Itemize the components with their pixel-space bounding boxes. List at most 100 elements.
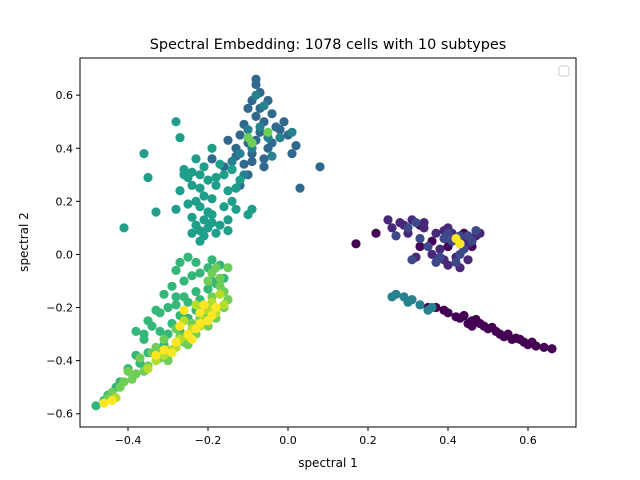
scatter-point-subtype-1 <box>487 322 497 332</box>
scatter-point-subtype-3 <box>471 226 481 236</box>
scatter-point-subtype-6 <box>207 143 217 153</box>
scatter-point-subtype-10 <box>151 350 161 360</box>
scatter-point-subtype-6 <box>187 228 197 238</box>
scatter-point-subtype-6 <box>207 210 217 220</box>
scatter-point-subtype-1 <box>351 239 361 249</box>
scatter-point-subtype-6 <box>175 133 185 143</box>
scatter-point-subtype-10 <box>451 233 461 244</box>
scatter-point-subtype-4 <box>291 141 301 151</box>
scatter-point-subtype-9 <box>143 364 153 374</box>
scatter-point-subtype-8 <box>263 127 273 137</box>
y-tick-label: −0.4 <box>46 355 73 368</box>
scatter-point-subtype-3 <box>463 231 473 241</box>
scatter-point-subtype-6 <box>179 170 189 180</box>
scatter-point-subtype-6 <box>171 117 181 127</box>
scatter-point-subtype-6 <box>143 172 153 183</box>
scatter-point-subtype-9 <box>191 300 201 310</box>
scatter-point-subtype-2 <box>431 228 441 238</box>
scatter-point-subtype-1 <box>371 228 381 238</box>
scatter-point-subtype-1 <box>451 312 461 322</box>
scatter-point-subtype-6 <box>203 175 213 185</box>
scatter-point-subtype-4 <box>287 149 297 159</box>
scatter-point-subtype-8 <box>115 382 125 392</box>
scatter-point-subtype-7 <box>171 300 181 310</box>
scatter-point-subtype-6 <box>139 149 149 159</box>
scatter-point-subtype-7 <box>139 329 149 339</box>
scatter-point-subtype-6 <box>187 212 197 222</box>
scatter-point-subtype-1 <box>539 342 549 352</box>
scatter-point-subtype-6 <box>199 215 209 225</box>
scatter-point-subtype-5 <box>235 149 245 159</box>
scatter-point-subtype-4 <box>207 154 217 164</box>
scatter-point-subtype-6 <box>199 231 209 241</box>
scatter-point-subtype-8 <box>223 263 233 273</box>
scatter-point-subtype-8 <box>123 366 133 376</box>
scatter-point-subtype-6 <box>227 196 237 206</box>
scatter-point-subtype-6 <box>191 154 201 164</box>
x-tick-label: 0.4 <box>439 434 457 447</box>
scatter-point-subtype-2 <box>435 244 445 254</box>
scatter-point-subtype-6 <box>203 223 213 233</box>
x-tick-label: 0.6 <box>519 434 537 447</box>
scatter-point-subtype-2 <box>387 223 397 233</box>
scatter-point-subtype-5 <box>243 125 253 135</box>
scatter-point-subtype-7 <box>159 289 169 299</box>
scatter-point-subtype-7 <box>171 292 181 302</box>
scatter-point-subtype-7 <box>175 257 185 267</box>
scatter-point-subtype-6 <box>207 194 217 204</box>
scatter-point-subtype-4 <box>251 79 261 90</box>
scatter-point-subtype-4 <box>295 183 305 193</box>
scatter-point-subtype-7 <box>179 292 189 302</box>
scatter-point-subtype-10 <box>167 348 177 358</box>
scatter-point-subtype-8 <box>207 268 217 278</box>
scatter-point-subtype-8 <box>215 281 225 291</box>
scatter-point-subtype-6 <box>195 202 205 212</box>
scatter-point-subtype-7 <box>187 271 197 281</box>
y-tick-label: 0.6 <box>56 89 74 102</box>
scatter-point-subtype-4 <box>271 122 281 132</box>
scatter-point-subtype-3 <box>455 249 465 259</box>
scatter-point-subtype-10 <box>187 334 197 344</box>
scatter-point-subtype-7 <box>91 401 101 411</box>
scatter-point-subtype-6 <box>247 204 257 214</box>
scatter-point-subtype-5 <box>427 302 437 313</box>
scatter-point-subtype-7 <box>179 276 189 286</box>
scatter-point-subtype-4 <box>247 156 257 167</box>
scatter-point-subtype-4 <box>267 109 277 119</box>
x-tick-label: 0.0 <box>279 434 297 447</box>
scatter-point-subtype-1 <box>531 341 541 351</box>
scatter-point-subtype-1 <box>519 337 529 347</box>
scatter-point-subtype-5 <box>415 300 425 310</box>
scatter-point-subtype-10 <box>211 302 221 313</box>
scatter-point-subtype-3 <box>423 241 433 252</box>
scatter-point-subtype-6 <box>187 180 197 190</box>
scatter-point-subtype-2 <box>419 218 429 228</box>
scatter-point-subtype-4 <box>259 162 269 172</box>
scatter-point-subtype-7 <box>191 287 201 297</box>
scatter-point-subtype-5 <box>227 156 237 167</box>
scatter-point-subtype-5 <box>403 297 413 307</box>
scatter-point-subtype-3 <box>411 218 421 228</box>
scatter-point-subtype-3 <box>391 231 401 241</box>
scatter-point-subtype-3 <box>431 257 441 267</box>
scatter-point-subtype-9 <box>215 289 225 299</box>
scatter-point-subtype-4 <box>259 154 269 164</box>
y-tick-label: −0.2 <box>46 302 73 315</box>
scatter-point-subtype-7 <box>183 252 193 262</box>
plot-frame <box>79 57 577 428</box>
scatter-point-subtype-1 <box>547 344 557 354</box>
scatter-point-subtype-2 <box>383 215 393 225</box>
scatter-point-subtype-10 <box>159 345 169 355</box>
scatter-point-subtype-5 <box>387 292 397 302</box>
y-axis-label: spectral 2 <box>17 212 31 272</box>
scatter-point-subtype-5 <box>267 151 277 161</box>
scatter-point-subtype-5 <box>275 133 285 143</box>
scatter-point-subtype-7 <box>143 316 153 326</box>
scatter-point-subtype-5 <box>255 122 265 132</box>
scatter-point-subtype-6 <box>219 202 229 212</box>
scatter-point-subtype-10 <box>191 324 201 334</box>
scatter-point-subtype-6 <box>151 207 161 217</box>
scatter-point-subtype-6 <box>219 170 229 180</box>
x-axis-label: spectral 1 <box>298 456 358 470</box>
scatter-point-subtype-10 <box>179 305 189 315</box>
